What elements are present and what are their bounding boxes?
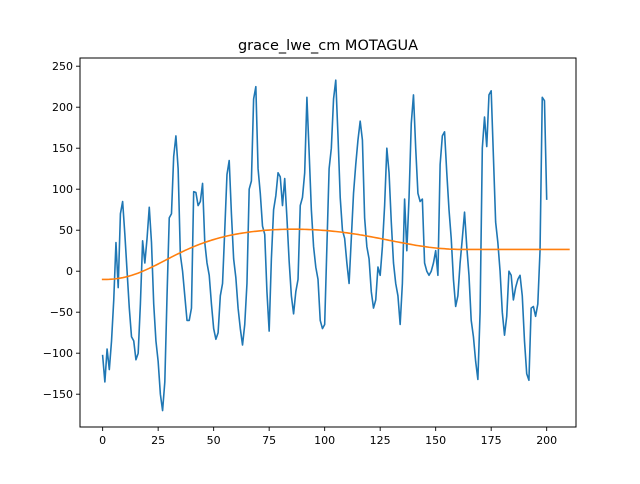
y-tick-label: −150 <box>43 388 73 401</box>
series-line-2 <box>101 228 570 281</box>
x-tick-label: 150 <box>425 434 446 447</box>
x-tick-label: 175 <box>481 434 502 447</box>
y-tick-label: 250 <box>52 60 73 73</box>
y-tick-label: −100 <box>43 347 73 360</box>
y-tick-label: 200 <box>52 101 73 114</box>
x-tick-label: 100 <box>314 434 335 447</box>
x-tick-label: 200 <box>536 434 557 447</box>
y-tick-label: −50 <box>50 306 73 319</box>
y-tick-label: 150 <box>52 142 73 155</box>
y-axis: −150 −100 −50 0 50 100 150 200 250 <box>43 60 80 401</box>
x-tick-label: 75 <box>262 434 276 447</box>
y-tick-label: 50 <box>59 224 73 237</box>
x-tick-label: 0 <box>99 434 106 447</box>
x-tick-label: 50 <box>207 434 221 447</box>
y-tick-label: 0 <box>66 265 73 278</box>
plot-content <box>101 79 570 412</box>
plot-frame <box>79 57 577 428</box>
x-tick-label: 125 <box>370 434 391 447</box>
x-tick-label: 25 <box>151 434 165 447</box>
chart-title: grace_lwe_cm MOTAGUA <box>238 38 418 54</box>
x-axis: 0 25 50 75 100 125 150 175 200 <box>99 427 557 447</box>
series-line-1 <box>101 79 548 412</box>
y-tick-label: 100 <box>52 183 73 196</box>
